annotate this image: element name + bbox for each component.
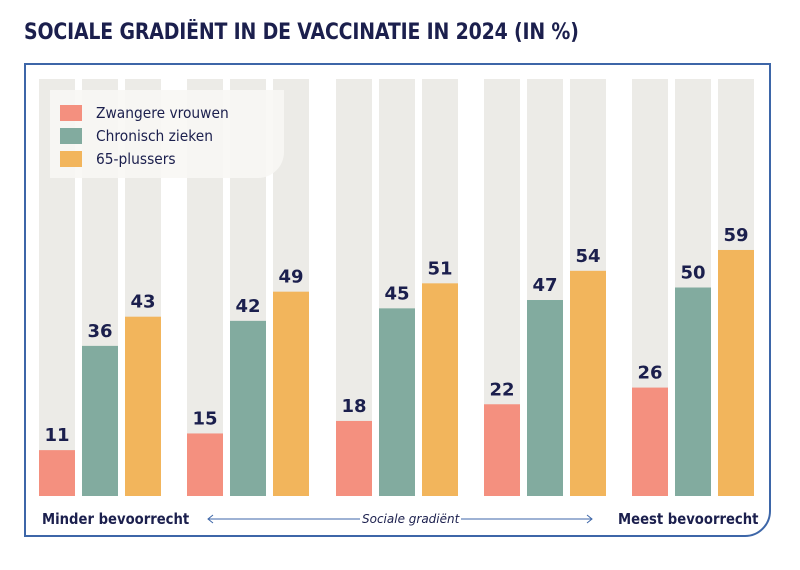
bar-zwangere-vrouwen-4 (484, 404, 520, 496)
bar-65-plussers-2 (273, 291, 309, 496)
legend-swatch (60, 151, 82, 167)
bar-zwangere-vrouwen-5 (632, 387, 668, 496)
data-label: 18 (341, 396, 366, 417)
data-label: 51 (427, 258, 452, 279)
data-label: 43 (130, 292, 155, 313)
data-label: 26 (637, 363, 662, 384)
data-label: 59 (723, 225, 748, 246)
data-label: 49 (278, 267, 303, 288)
bar-zwangere-vrouwen-3 (336, 420, 372, 496)
legend-label: Zwangere vrouwen (96, 104, 229, 122)
data-label: 22 (489, 379, 514, 400)
data-label: 36 (87, 321, 112, 342)
axis-label-minder-bevoorrecht: Minder bevoorrecht (42, 510, 190, 528)
bar-chronisch-zieken-4 (527, 300, 563, 496)
bar-65-plussers-1 (125, 316, 161, 496)
bar-zwangere-vrouwen-2 (187, 433, 223, 496)
bar-chronisch-zieken-2 (230, 320, 266, 496)
bar-65-plussers-4 (570, 270, 606, 496)
axis-label-sociale-gradient: Sociale gradiënt (360, 512, 462, 526)
legend-label: Chronisch zieken (96, 127, 213, 145)
data-label: 15 (192, 408, 217, 429)
bar-65-plussers-5 (718, 249, 754, 496)
arrow-left-icon (207, 514, 214, 524)
legend-item-65-plussers: 65-plussers (60, 150, 183, 168)
chart-title: SOCIALE GRADIËNT IN DE VACCINATIE IN 202… (24, 20, 579, 45)
data-label: 54 (575, 246, 600, 267)
data-label: 11 (44, 425, 69, 446)
data-label: 45 (384, 283, 409, 304)
legend: Zwangere vrouwen Chronisch zieken 65-plu… (50, 90, 284, 178)
legend-swatch (60, 105, 82, 121)
legend-item-zwangere-vrouwen: Zwangere vrouwen (60, 104, 240, 122)
data-label: 47 (532, 275, 557, 296)
bar-chronisch-zieken-5 (675, 287, 711, 496)
data-label: 42 (235, 296, 260, 317)
bar-chronisch-zieken-3 (379, 308, 415, 496)
legend-swatch (60, 128, 82, 144)
legend-label: 65-plussers (96, 150, 176, 168)
legend-item-chronisch-zieken: Chronisch zieken (60, 127, 223, 145)
bar-chronisch-zieken-1 (82, 345, 118, 496)
data-label: 50 (680, 263, 705, 284)
axis-label-meest-bevoorrecht: Meest bevoorrecht (618, 510, 759, 528)
chart-frame (24, 63, 771, 537)
arrow-right-icon (586, 514, 593, 524)
bar-65-plussers-3 (422, 283, 458, 496)
bar-zwangere-vrouwen-1 (39, 450, 75, 496)
